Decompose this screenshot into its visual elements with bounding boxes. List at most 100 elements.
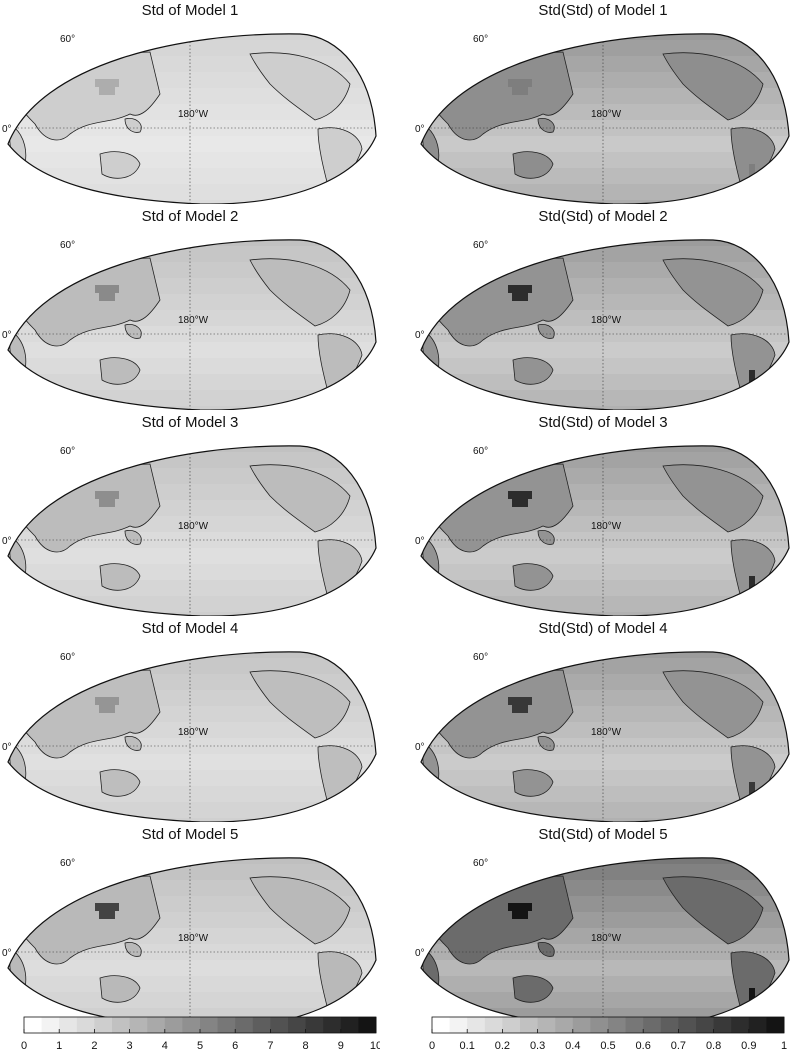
colorbar-swatch: [696, 1017, 715, 1033]
panel-title: Std(Std) of Model 4: [538, 620, 668, 637]
colorbar-tick-label: 5: [197, 1040, 203, 1052]
colorbar-swatch: [713, 1017, 732, 1033]
right-panel-5: Std(Std) of Model 5 60° 0° 180°W: [413, 826, 793, 1028]
colorbar-swatch: [305, 1017, 324, 1033]
lat-0-label: 0°: [415, 536, 425, 547]
colorbar-tick-label: 0.3: [530, 1040, 545, 1052]
colorbar-swatch: [432, 1017, 451, 1033]
lat-60-label: 60°: [473, 240, 488, 251]
colorbar-swatch: [502, 1017, 521, 1033]
colorbar-swatch: [200, 1017, 219, 1033]
lat-60-label: 60°: [473, 34, 488, 45]
panel-title: Std of Model 1: [141, 2, 239, 19]
colorbar-tick-label: 0.2: [495, 1040, 510, 1052]
panel-title: Std(Std) of Model 3: [538, 414, 668, 431]
colorbar-swatch: [235, 1017, 254, 1033]
lon-180-label: 180°W: [178, 727, 209, 738]
lat-60-label: 60°: [473, 652, 488, 663]
colorbar-swatch: [112, 1017, 131, 1033]
colorbar-tick-label: 2: [91, 1040, 97, 1052]
colorbar-swatch: [164, 1017, 183, 1033]
panel-title: Std(Std) of Model 5: [538, 826, 668, 843]
colorbar-swatch: [24, 1017, 43, 1033]
colorbar-swatch: [270, 1017, 289, 1033]
colorbar-tick-label: 0.6: [636, 1040, 651, 1052]
lat-0-label: 0°: [415, 948, 425, 959]
lat-0-label: 0°: [2, 948, 12, 959]
left-panel-4: Std of Model 4 60° 0° 180°W: [0, 620, 380, 822]
panel-title: Std of Model 2: [141, 208, 239, 225]
colorbar-tick-label: 0: [429, 1040, 435, 1052]
lat-0-label: 0°: [2, 330, 12, 341]
lat-60-label: 60°: [60, 34, 75, 45]
map: 60° 0° 180°W: [2, 445, 377, 616]
map: 60° 0° 180°W: [2, 651, 377, 822]
colorbar-swatch: [182, 1017, 201, 1033]
colorbar-tick-label: 0.8: [706, 1040, 721, 1052]
colorbar-swatch: [608, 1017, 627, 1033]
panel-title: Std of Model 5: [141, 826, 239, 843]
colorbar-swatch: [147, 1017, 166, 1033]
colorbar-tick-label: 0.5: [600, 1040, 615, 1052]
lat-0-label: 0°: [415, 124, 425, 135]
colorbar-swatch: [323, 1017, 342, 1033]
colorbar-swatch: [766, 1017, 785, 1033]
colorbar-swatch: [555, 1017, 574, 1033]
colorbar-tick-label: 0: [21, 1040, 27, 1052]
map: 60° 0° 180°W: [415, 651, 790, 822]
colorbar-swatch: [41, 1017, 60, 1033]
colorbar-tick-label: 0.1: [460, 1040, 475, 1052]
colorbar-swatch: [731, 1017, 750, 1033]
colorbar-tick-label: 1: [56, 1040, 62, 1052]
lon-180-label: 180°W: [591, 933, 622, 944]
panel-title: Std of Model 4: [141, 620, 239, 637]
lon-180-label: 180°W: [178, 521, 209, 532]
colorbar-swatch: [252, 1017, 271, 1033]
map: 60° 0° 180°W: [415, 239, 790, 410]
map: 60° 0° 180°W: [2, 857, 377, 1028]
colorbar-tick-label: 10: [370, 1040, 380, 1052]
lat-0-label: 0°: [2, 536, 12, 547]
colorbar-swatch: [129, 1017, 148, 1033]
colorbar-tick-label: 1: [781, 1040, 787, 1052]
left-panel-3: Std of Model 3 60° 0° 180°W: [0, 414, 380, 616]
lat-0-label: 0°: [2, 124, 12, 135]
colorbar-swatch: [59, 1017, 78, 1033]
colorbar-swatch: [625, 1017, 644, 1033]
colorbar-swatch: [537, 1017, 556, 1033]
colorbar-swatch: [660, 1017, 679, 1033]
lon-180-label: 180°W: [178, 109, 209, 120]
colorbar-swatch: [358, 1017, 377, 1033]
map: 60° 0° 180°W: [2, 239, 377, 410]
colorbar-right: 0 0.1 0.2 0.3 0.4 0.5 0.6 0.7 0.8 0.9 1: [429, 1016, 787, 1052]
map: 60° 0° 180°W: [415, 33, 790, 204]
panel-title: Std(Std) of Model 1: [538, 2, 668, 19]
lon-180-label: 180°W: [178, 315, 209, 326]
colorbar-tick-label: 3: [127, 1040, 133, 1052]
lat-60-label: 60°: [60, 652, 75, 663]
colorbar-swatch: [340, 1017, 359, 1033]
map: 60° 0° 180°W: [415, 445, 790, 616]
colorbar-tick-label: 8: [303, 1040, 309, 1052]
colorbar-tick-label: 4: [162, 1040, 168, 1052]
lat-60-label: 60°: [60, 446, 75, 457]
right-panel-1: Std(Std) of Model 1 60° 0° 180°W: [413, 2, 793, 204]
colorbar-tick-label: 7: [267, 1040, 273, 1052]
right-panel-4: Std(Std) of Model 4 60° 0° 180°W: [413, 620, 793, 822]
colorbar-swatch: [590, 1017, 609, 1033]
lat-60-label: 60°: [60, 240, 75, 251]
lon-180-label: 180°W: [591, 109, 622, 120]
colorbar-swatch: [520, 1017, 539, 1033]
colorbar-tick-label: 0.9: [741, 1040, 756, 1052]
panel-title: Std(Std) of Model 2: [538, 208, 668, 225]
colorbar-tick-label: 0.4: [565, 1040, 580, 1052]
colorbar-left: 0 1 2 3 4 5 6 7 8 9 10: [21, 1016, 380, 1052]
panel-title: Std of Model 3: [141, 414, 239, 431]
lon-180-label: 180°W: [591, 521, 622, 532]
colorbar-tick-label: 0.7: [671, 1040, 686, 1052]
colorbar-swatch: [217, 1017, 236, 1033]
left-panel-5: Std of Model 5 60° 0° 180°W: [0, 826, 380, 1028]
colorbar-swatch: [94, 1017, 113, 1033]
right-panel-3: Std(Std) of Model 3 60° 0° 180°W: [413, 414, 793, 616]
colorbar-swatch: [678, 1017, 697, 1033]
